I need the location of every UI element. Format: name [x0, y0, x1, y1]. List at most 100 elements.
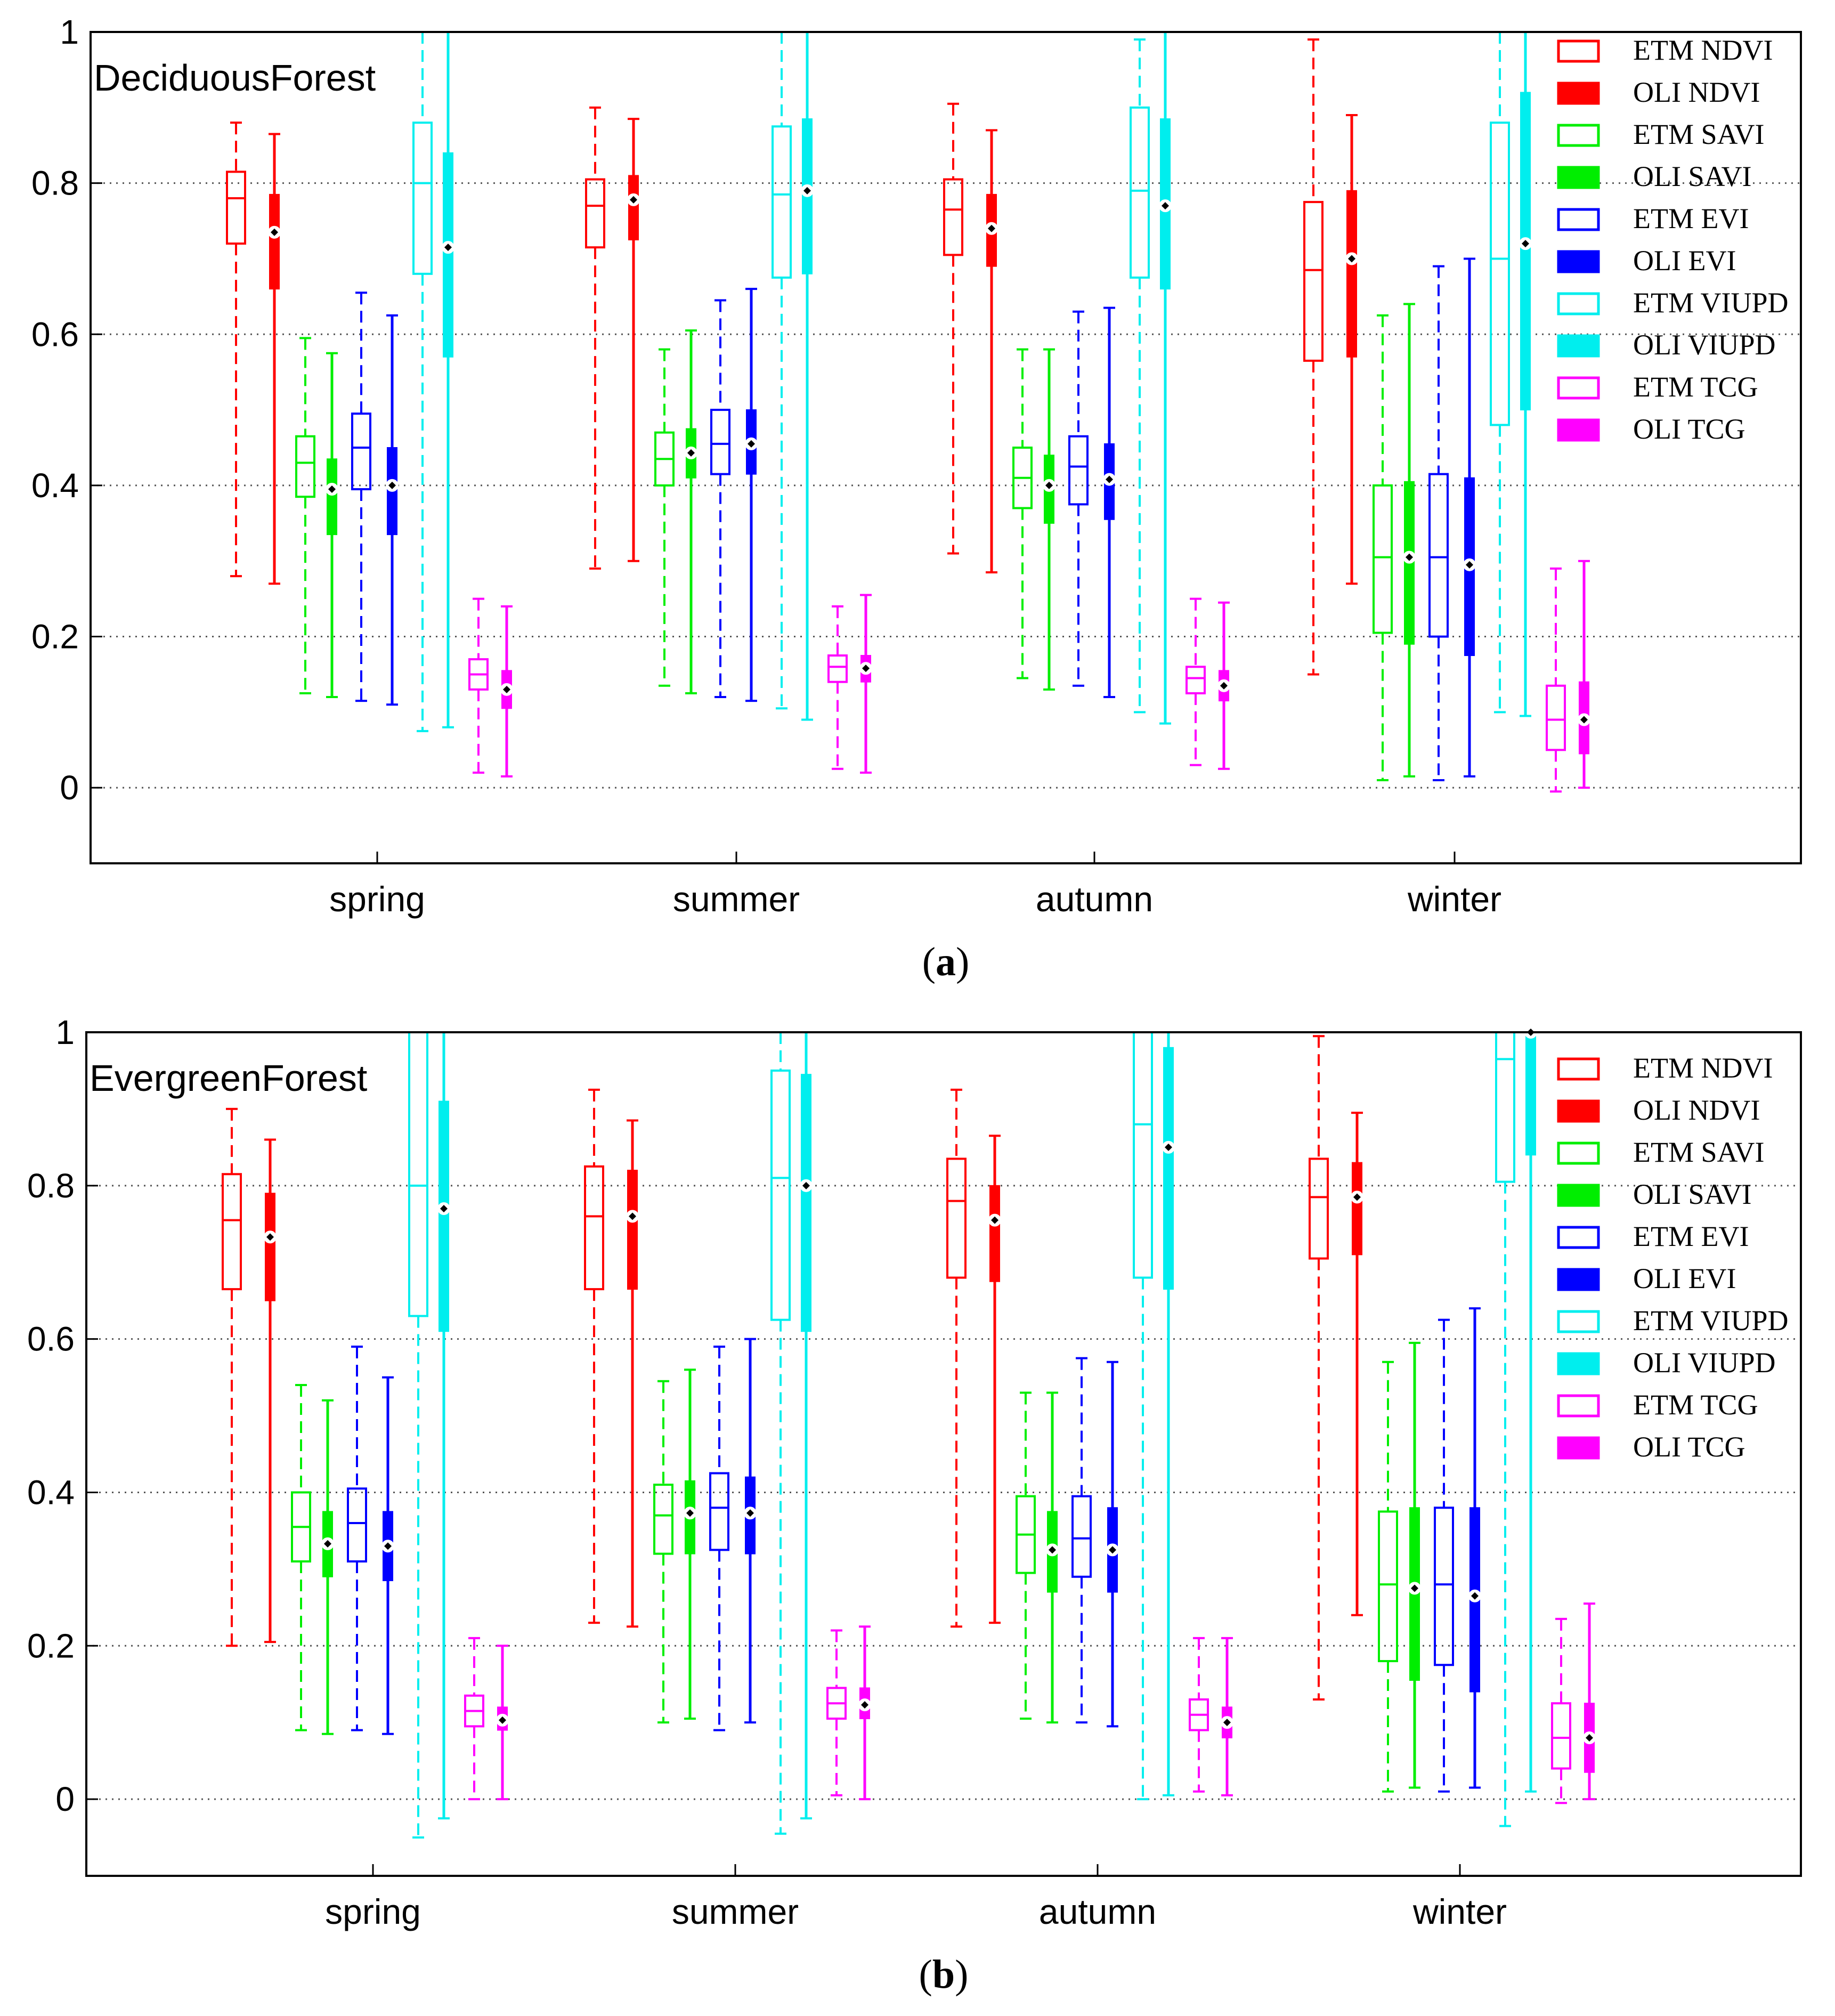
mean-marker — [1109, 1546, 1116, 1554]
mean-marker — [746, 1509, 754, 1517]
mean-marker — [444, 244, 452, 252]
box-body — [710, 409, 730, 475]
caption-letter: a — [936, 940, 956, 984]
mean-marker — [748, 440, 755, 448]
box-etm-ndvi-summer — [584, 1088, 604, 1624]
box-body — [1378, 1510, 1398, 1663]
panel-caption: (a) — [922, 940, 970, 984]
axes-frame — [85, 1031, 1802, 1877]
box-oli-tcg-summer — [858, 1625, 871, 1801]
mean-marker — [503, 685, 510, 693]
box-oli-evi-summer — [744, 1338, 757, 1724]
box-oli-viupd-spring — [442, 31, 454, 728]
box-oli-evi-autumn — [1103, 306, 1116, 698]
box-oli-evi-spring — [386, 314, 399, 706]
box-etm-tcg-spring — [464, 1637, 484, 1801]
legend-label: ETM TCG — [1633, 1389, 1758, 1421]
box-body — [226, 171, 246, 245]
mean-marker — [1471, 1592, 1479, 1600]
box-etm-evi-winter — [1434, 1318, 1454, 1793]
legend-label: ETM VIUPD — [1633, 1305, 1789, 1337]
box-body — [772, 125, 792, 279]
legend-label: ETM VIUPD — [1633, 287, 1789, 319]
box-oli-viupd-spring — [437, 1031, 450, 1820]
box-body — [1303, 201, 1324, 362]
box-oli-savi-autumn — [1046, 1391, 1059, 1724]
x-tick-label: summer — [673, 879, 800, 919]
box-oli-tcg-spring — [500, 605, 513, 778]
legend-swatch — [1557, 1436, 1600, 1460]
mean-marker — [271, 228, 278, 236]
box-oli-savi-autumn — [1043, 348, 1055, 691]
box-oli-ndvi-autumn — [985, 129, 998, 573]
box-oli-ndvi-autumn — [988, 1135, 1001, 1624]
box-body — [295, 435, 315, 498]
box-body — [1309, 1157, 1329, 1260]
y-tick-label: 0.2 — [27, 1626, 75, 1665]
box-body — [1525, 1032, 1536, 1156]
legend-label: OLI EVI — [1633, 245, 1736, 277]
box-oli-ndvi-winter — [1351, 1112, 1363, 1616]
box-etm-evi-autumn — [1068, 310, 1089, 687]
mean-marker — [862, 665, 870, 673]
axes-frame — [90, 31, 1802, 864]
legend-label: OLI SAVI — [1633, 1178, 1752, 1210]
legend-swatch — [1557, 418, 1600, 442]
box-oli-savi-winter — [1403, 303, 1416, 778]
caption-paren-close: ) — [955, 1952, 968, 1997]
box-etm-viupd-summer — [770, 1031, 791, 1835]
box-body — [584, 1165, 604, 1291]
box-body — [1163, 1047, 1174, 1290]
mean-marker — [328, 485, 336, 493]
y-tick-label: 1 — [55, 1013, 75, 1051]
box-oli-viupd-autumn — [1159, 31, 1172, 725]
legend-swatch — [1557, 376, 1600, 400]
box-oli-ndvi-winter — [1345, 114, 1358, 585]
box-etm-ndvi-winter — [1303, 38, 1324, 676]
mean-marker — [1586, 1734, 1593, 1742]
box-body — [946, 1157, 967, 1279]
legend-swatch — [1557, 1057, 1600, 1081]
mean-marker — [1220, 682, 1228, 690]
box-oli-evi-autumn — [1106, 1361, 1119, 1728]
box-etm-viupd-autumn — [1130, 38, 1150, 714]
y-tick-label: 0.6 — [31, 315, 79, 353]
box-oli-evi-winter — [1463, 257, 1476, 778]
box-etm-evi-summer — [709, 1346, 729, 1731]
box-etm-evi-autumn — [1071, 1357, 1092, 1724]
box-etm-evi-winter — [1428, 265, 1449, 781]
box-etm-tcg-summer — [826, 1629, 847, 1796]
y-tick-label: 0.8 — [31, 164, 79, 203]
box-oli-viupd-autumn — [1162, 1031, 1175, 1796]
legend-label: ETM SAVI — [1633, 1136, 1765, 1168]
box-oli-tcg-winter — [1578, 560, 1590, 789]
box-oli-savi-summer — [684, 1369, 696, 1720]
box-oli-tcg-winter — [1583, 1602, 1596, 1801]
box-etm-evi-summer — [710, 299, 730, 698]
box-body — [1551, 1702, 1571, 1770]
box-etm-tcg-winter — [1546, 567, 1566, 793]
box-body — [628, 175, 639, 241]
legend-label: ETM NDVI — [1633, 1052, 1773, 1084]
box-body — [585, 178, 605, 249]
legend-label: OLI NDVI — [1633, 76, 1760, 108]
box-oli-ndvi-summer — [626, 1119, 639, 1628]
box-oli-ndvi-spring — [264, 1138, 277, 1643]
box-etm-ndvi-autumn — [943, 102, 963, 555]
box-oli-ndvi-summer — [627, 118, 640, 562]
box-body — [801, 1074, 811, 1332]
box-oli-tcg-spring — [496, 1645, 509, 1801]
y-tick-label: 0.4 — [31, 466, 79, 505]
box-oli-savi-spring — [321, 1399, 334, 1735]
x-tick-label: spring — [329, 879, 425, 919]
box-body — [222, 1173, 242, 1291]
box-etm-tcg-winter — [1551, 1617, 1571, 1804]
legend-swatch — [1557, 208, 1600, 231]
box-body — [1352, 1162, 1362, 1256]
box-body — [439, 1100, 449, 1332]
mean-marker — [324, 1540, 331, 1548]
box-body — [1130, 106, 1150, 279]
legend: ETM NDVI OLI NDVI ETM SAVI OLI SAVI ETM EVI O… — [1557, 34, 1789, 445]
box-oli-tcg-summer — [859, 594, 872, 774]
box-body — [412, 122, 433, 275]
